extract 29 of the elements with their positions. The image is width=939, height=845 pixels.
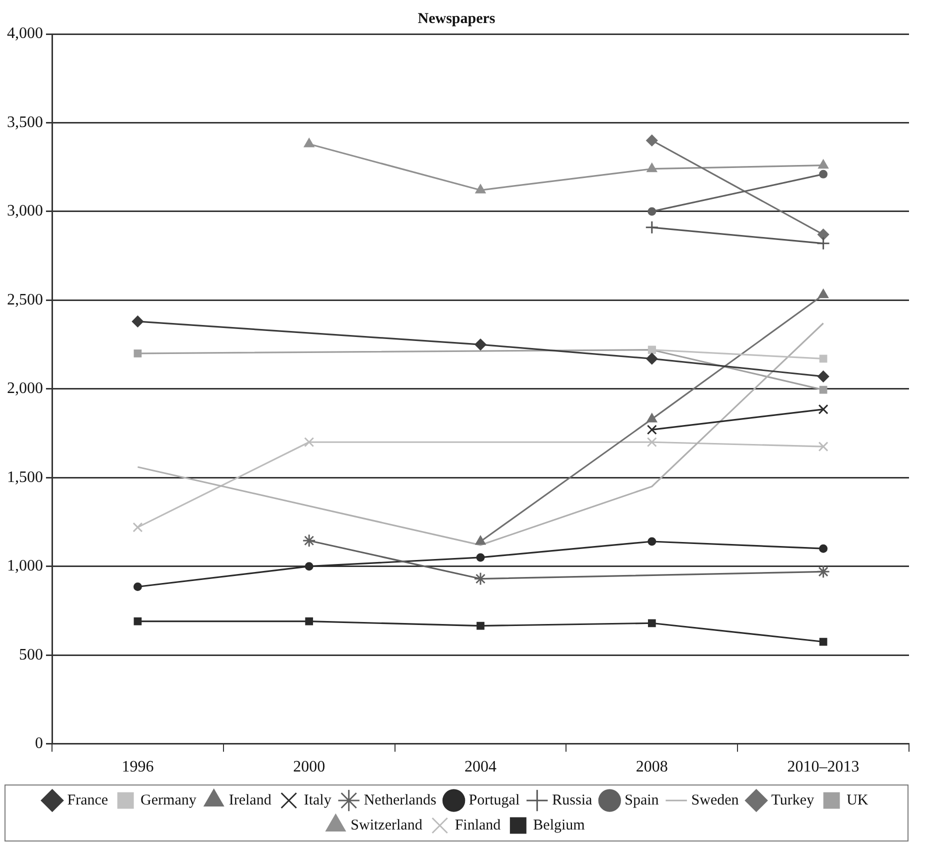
legend-label: Turkey [771, 792, 815, 808]
x-tick-label: 2008 [636, 758, 668, 776]
legend-label: Ireland [228, 792, 272, 808]
legend-label: Sweden [691, 792, 740, 808]
y-tick-label: 4,000 [7, 25, 43, 42]
y-tick-label: 1,000 [7, 558, 43, 575]
y-tick-label: 0 [35, 735, 43, 752]
y-tick-label: 2,000 [7, 380, 43, 398]
legend-label: Portugal [468, 792, 520, 808]
legend-label: Finland [454, 817, 502, 834]
x-tick-label: 2010–2013 [787, 758, 860, 776]
legend-label: Russia [552, 792, 592, 808]
y-tick-label: 500 [19, 646, 43, 664]
legend-label: Switzerland [350, 817, 423, 834]
x-tick-label: 1996 [122, 758, 154, 776]
y-tick-label: 2,500 [7, 291, 43, 308]
legend-label: Italy [304, 792, 332, 808]
legend-label: France [67, 792, 108, 808]
legend-label: Netherlands [364, 792, 436, 808]
y-tick-label: 3,500 [7, 114, 43, 131]
chart-title: Newspapers [418, 10, 496, 27]
legend-label: Belgium [533, 817, 586, 834]
x-tick-label: 2004 [464, 758, 496, 776]
y-tick-label: 3,000 [7, 202, 43, 220]
legend-label: UK [846, 792, 868, 808]
legend-label: Spain [624, 792, 660, 808]
x-tick-label: 2000 [293, 758, 326, 776]
legend-label: Germany [140, 792, 197, 808]
y-tick-label: 1,500 [7, 468, 43, 486]
